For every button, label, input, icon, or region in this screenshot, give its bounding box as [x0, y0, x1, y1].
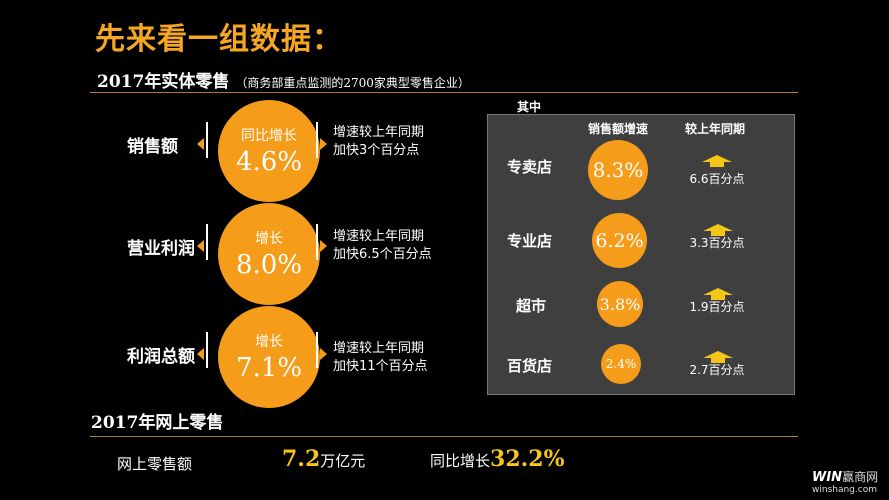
- up-arrow-icon: [702, 155, 732, 167]
- store-compare: 3.3百分点: [689, 236, 745, 250]
- circle-value: 7.1%: [235, 353, 303, 383]
- row-label-total-profit: 利润总额: [127, 347, 195, 367]
- store-compare: 1.9百分点: [689, 300, 745, 314]
- online-growth-label: 同比增长: [430, 452, 491, 470]
- right-arrow-icon: [320, 348, 327, 360]
- up-arrow-icon: [703, 224, 733, 236]
- store-growth-circle: 8.3%: [588, 140, 648, 200]
- row-label-operating-profit: 营业利润: [127, 239, 195, 259]
- store-growth-circle: 2.4%: [601, 344, 641, 384]
- circle-value: 4.6%: [235, 147, 303, 177]
- store-growth-value: 6.2%: [595, 229, 644, 252]
- store-name: 专业店: [507, 232, 553, 250]
- store-growth-value: 3.8%: [599, 294, 641, 314]
- circle-label: 增长: [255, 231, 283, 247]
- divider-bar: [206, 332, 208, 368]
- desc-line1: 增速较上年同期: [333, 341, 425, 356]
- store-name: 超市: [516, 297, 547, 315]
- row-desc: 增速较上年同期 加快6.5个百分点: [333, 228, 432, 264]
- online-heading: 2017年网上零售: [91, 413, 224, 433]
- right-arrow-icon: [320, 240, 327, 252]
- online-divider: [90, 436, 798, 437]
- retail-heading: 2017年实体零售 （商务部重点监测的2700家典型零售企业）: [97, 67, 470, 92]
- page-title: 先来看一组数据：: [95, 22, 343, 57]
- store-growth-value: 8.3%: [592, 158, 644, 182]
- divider-bar: [206, 122, 208, 158]
- right-arrow-icon: [320, 138, 327, 150]
- left-arrow-icon: [197, 240, 204, 252]
- store-growth-circle: 6.2%: [592, 213, 647, 268]
- store-growth-circle: 3.8%: [597, 281, 643, 327]
- panel-caption: 其中: [517, 100, 542, 114]
- retail-heading-text: 2017年实体零售: [97, 72, 230, 92]
- divider-bar: [206, 224, 208, 260]
- circle-label: 同比增长: [241, 128, 297, 144]
- row-desc: 增速较上年同期 加快3个百分点: [333, 124, 424, 160]
- online-amount-unit: 万亿元: [320, 452, 366, 470]
- divider-bar: [316, 332, 318, 368]
- online-growth-value: 32.2%: [490, 446, 565, 472]
- retail-note: （商务部重点监测的2700家典型零售企业）: [235, 76, 470, 90]
- col-header-growth: 销售额增速: [588, 122, 649, 136]
- store-name: 专卖店: [507, 158, 553, 176]
- watermark-logo: WIN: [812, 470, 843, 485]
- total-profit-circle: 增长 7.1%: [218, 306, 320, 408]
- watermark: WIN赢商网 winshang.com: [812, 466, 878, 495]
- store-growth-value: 2.4%: [605, 357, 637, 371]
- left-arrow-icon: [197, 348, 204, 360]
- online-amount-value: 7.2: [282, 446, 321, 472]
- online-sales-label: 网上零售额: [117, 455, 193, 473]
- sales-growth-circle: 同比增长 4.6%: [218, 100, 320, 202]
- retail-divider: [90, 92, 798, 93]
- circle-label: 增长: [255, 334, 283, 350]
- desc-line2: 加快3个百分点: [333, 143, 420, 158]
- store-name: 百货店: [507, 357, 553, 375]
- operating-profit-circle: 增长 8.0%: [218, 203, 320, 305]
- up-arrow-icon: [703, 351, 733, 363]
- online-growth: 同比增长32.2%: [430, 446, 565, 472]
- divider-bar: [316, 122, 318, 158]
- desc-line2: 加快6.5个百分点: [333, 247, 432, 262]
- watermark-brand: 赢商网: [842, 470, 879, 484]
- watermark-domain: winshang.com: [812, 485, 877, 495]
- desc-line1: 增速较上年同期: [333, 125, 425, 140]
- circle-value: 8.0%: [235, 250, 303, 280]
- divider-bar: [316, 224, 318, 260]
- left-arrow-icon: [197, 138, 204, 150]
- col-header-compare: 较上年同期: [685, 122, 746, 136]
- store-compare: 6.6百分点: [689, 172, 745, 186]
- store-compare: 2.7百分点: [689, 363, 745, 377]
- online-amount: 7.2万亿元: [282, 446, 365, 472]
- row-label-sales: 销售额: [127, 137, 178, 157]
- desc-line1: 增速较上年同期: [333, 229, 425, 244]
- row-desc: 增速较上年同期 加快11个百分点: [333, 340, 428, 376]
- desc-line2: 加快11个百分点: [333, 359, 428, 374]
- up-arrow-icon: [703, 288, 733, 300]
